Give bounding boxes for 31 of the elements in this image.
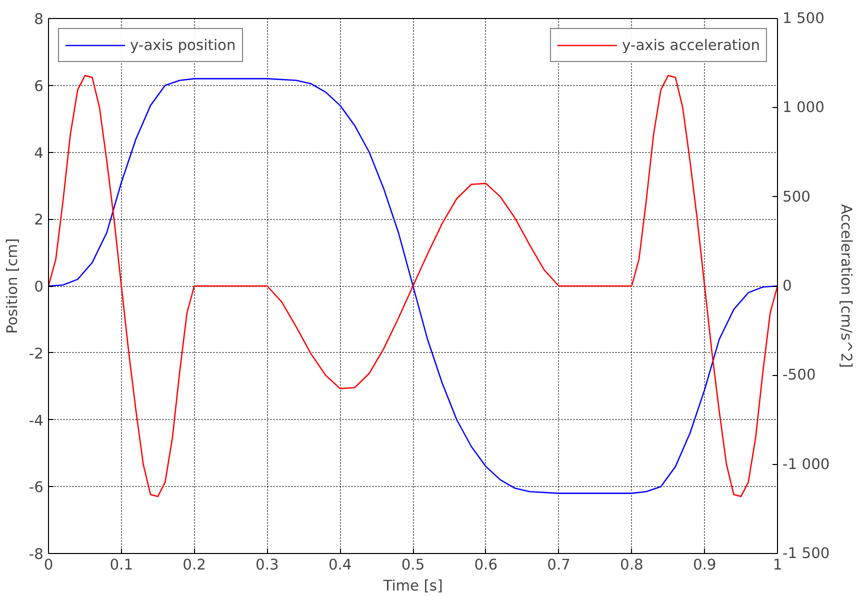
x-tick-label: 1 — [772, 556, 782, 574]
x-tick-label: 0.8 — [620, 556, 644, 574]
y-tick-label: 6 — [34, 78, 44, 95]
x-tick-label: 0.9 — [692, 556, 716, 574]
y2-tick-label: 1 000 — [782, 99, 824, 116]
y-tick-label: -2 — [28, 345, 44, 362]
y2-tick-label: 1 500 — [782, 10, 824, 27]
y-tick-label: 8 — [34, 11, 44, 28]
x-tick-label: 0.7 — [547, 556, 570, 574]
x-tick-label: 0.4 — [328, 556, 352, 574]
y-tick-label: 2 — [34, 212, 44, 229]
y2-tick-label: -1 000 — [782, 456, 830, 473]
y2-axis-title: Acceleration [cm/s^2] — [838, 204, 855, 368]
y-tick-label: 4 — [34, 144, 44, 162]
y-tick-label: -4 — [28, 412, 44, 430]
y2-tick-label: -500 — [782, 366, 816, 384]
x-tick-label: 0.3 — [256, 556, 279, 574]
y-tick-label: -8 — [28, 546, 44, 563]
x-tick-label: 0.2 — [182, 556, 206, 574]
y2-tick-label: 0 — [782, 278, 792, 294]
y-axis-title: Position [cm] — [4, 238, 21, 334]
y-tick-label: 0 — [34, 278, 44, 296]
x-axis-title: Time [s] — [382, 578, 443, 594]
x-tick-label: 0.1 — [110, 556, 134, 574]
x-tick-label: 0.6 — [474, 556, 498, 574]
y-tick-label: -6 — [28, 479, 44, 496]
legend-label: y-axis acceleration — [622, 36, 760, 54]
y2-tick-label: -1 500 — [782, 545, 830, 562]
x-tick-label: 0.5 — [401, 556, 425, 574]
y2-tick-label: 500 — [782, 188, 810, 206]
legend-label: y-axis position — [130, 36, 236, 54]
